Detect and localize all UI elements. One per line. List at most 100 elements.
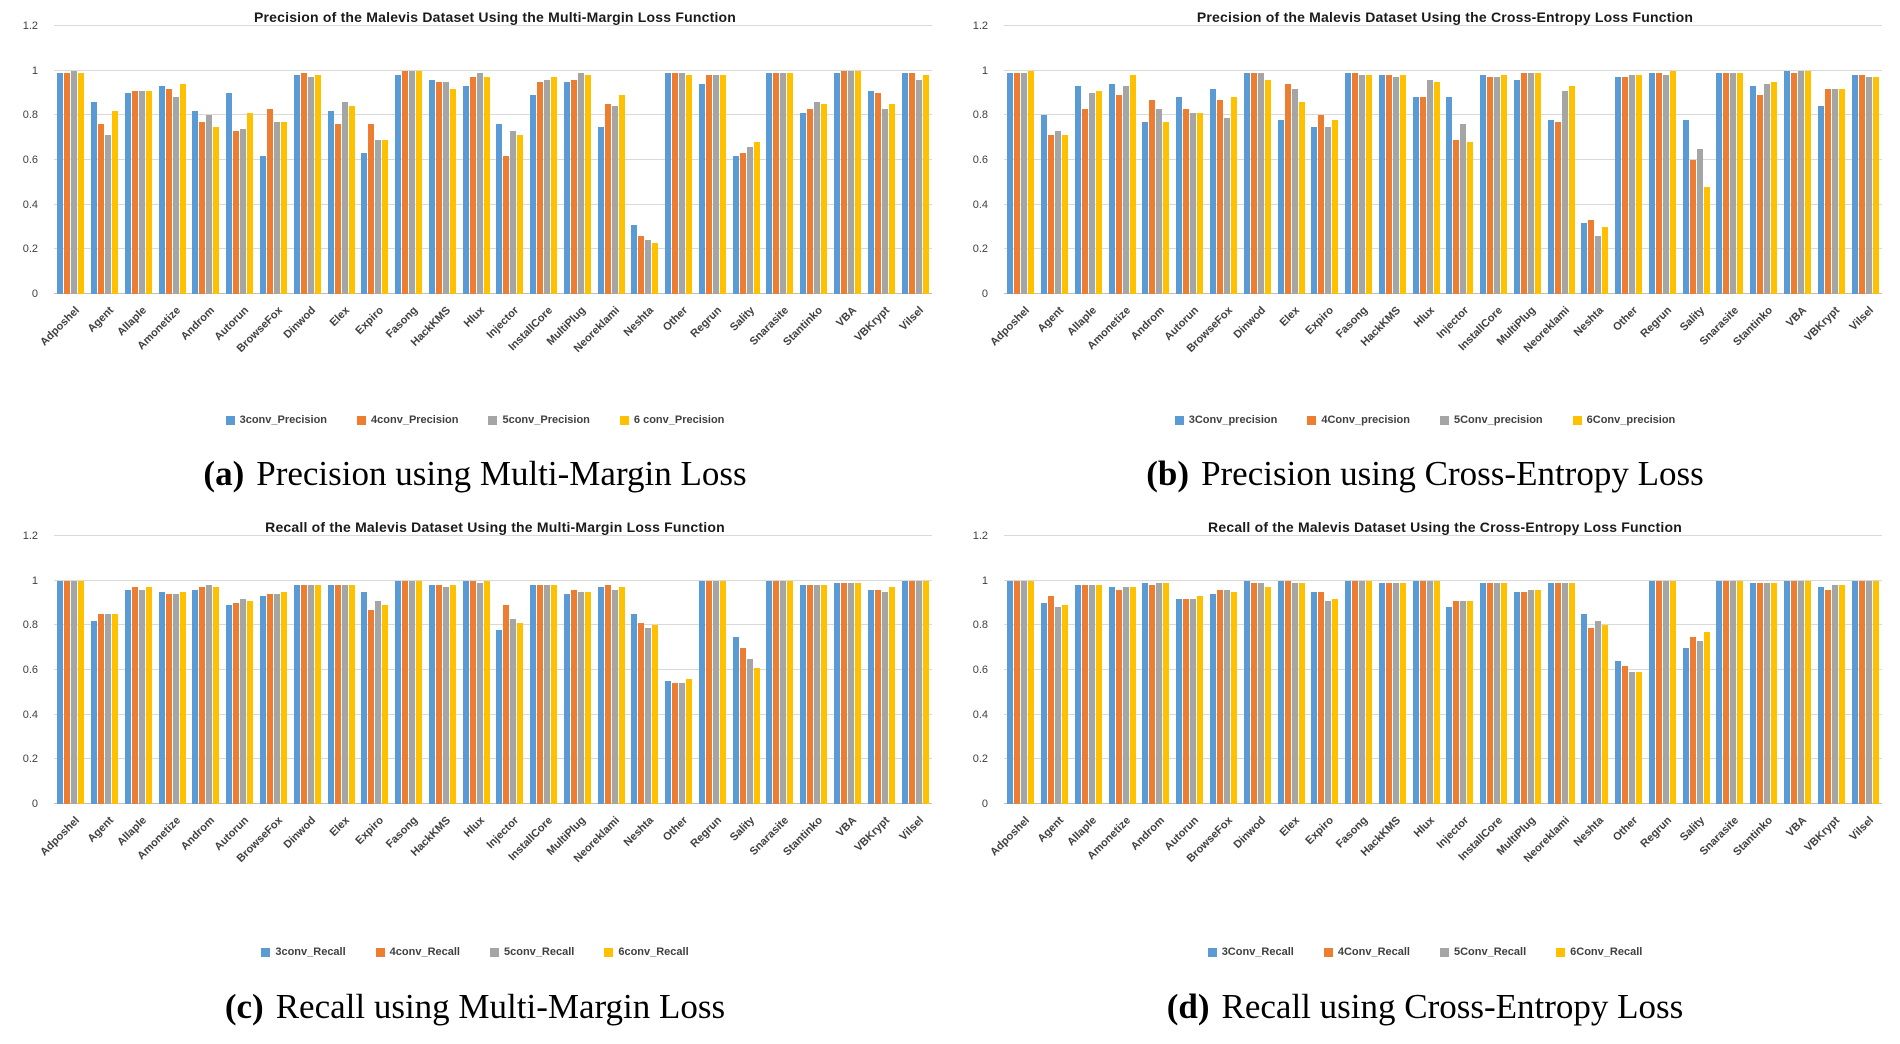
bar-5conv_precision xyxy=(138,90,145,294)
legend-label: 4conv_Precision xyxy=(371,414,459,426)
bar-group-allaple xyxy=(122,536,156,804)
bar-3conv_precision xyxy=(1176,97,1183,294)
bar-5conv_recall xyxy=(746,658,753,804)
bar-5conv_recall xyxy=(1088,585,1095,804)
bar-5conv_recall xyxy=(172,594,179,804)
bar-group-stantinko xyxy=(1747,26,1781,294)
bar-6conv_precision xyxy=(1771,81,1778,294)
y-axis-tick-label: 0.4 xyxy=(22,198,38,211)
bar-5conv_recall xyxy=(206,585,213,804)
y-axis-tick-label: 0 xyxy=(981,798,988,810)
bar-6 conv_precision xyxy=(78,72,85,294)
bar-group-fasong xyxy=(392,536,426,804)
legend-item: 3conv_Recall xyxy=(261,946,346,958)
bar-6conv_precision xyxy=(1568,86,1575,294)
bar-group-androm xyxy=(189,536,223,804)
bar-group-hlux xyxy=(459,26,493,294)
bar-6conv_recall xyxy=(1095,585,1102,804)
bar-6 conv_precision xyxy=(888,104,895,294)
bar-4conv_precision xyxy=(300,72,307,294)
bar-group-dinwod xyxy=(1240,536,1274,804)
bar-group-vba xyxy=(1781,26,1815,294)
bar-group-hackkms xyxy=(1375,536,1409,804)
caption-text: Recall using Multi-Margin Loss xyxy=(275,987,726,1026)
bar-6 conv_precision xyxy=(922,75,929,294)
bar-4conv_recall xyxy=(705,580,712,804)
bar-3conv_precision xyxy=(1412,97,1419,294)
bar-5conv_recall xyxy=(1629,672,1636,804)
bar-6conv_recall xyxy=(922,580,929,804)
gridline xyxy=(54,203,932,205)
bar-6 conv_precision xyxy=(753,142,760,294)
bar-6conv_recall xyxy=(1703,632,1710,804)
bar-3conv_recall xyxy=(1817,587,1824,804)
legend-item: 4conv_Precision xyxy=(357,414,458,426)
y-axis: 0 0.2 0.4 0.6 0.8 1 1.2 xyxy=(0,20,46,300)
y-axis-tick-label: 1.2 xyxy=(972,20,988,32)
bar-6conv_recall xyxy=(1737,580,1744,804)
bar-4conv_precision xyxy=(672,72,679,294)
bar-5conv_recall xyxy=(1359,580,1366,804)
bar-5conv_recall xyxy=(1595,620,1602,804)
bar-groups xyxy=(1004,26,1882,294)
y-axis-tick-label: 0.6 xyxy=(22,154,38,166)
y-axis-tick-label: 0.6 xyxy=(972,664,988,676)
bar-6conv_recall xyxy=(1028,580,1035,804)
bar-3conv_recall xyxy=(91,620,98,804)
y-axis: 0 0.2 0.4 0.6 0.8 1 1.2 xyxy=(950,530,996,810)
bar-5conv_recall xyxy=(780,580,787,804)
bar-4conv_precision xyxy=(739,153,746,294)
bar-group-regrun xyxy=(1646,536,1680,804)
y-axis-tick-label: 0 xyxy=(31,798,38,810)
bar-4conv_precision xyxy=(1284,84,1291,294)
bar-5conv_recall xyxy=(1122,587,1129,804)
bar-3conv_recall xyxy=(1378,582,1385,804)
bar-3conv_recall xyxy=(1243,580,1250,804)
bar-3conv_recall xyxy=(1682,647,1689,804)
gridline xyxy=(1004,248,1882,250)
bar-6conv_recall xyxy=(1163,582,1170,804)
bar-6conv_recall xyxy=(1467,600,1474,804)
gridline xyxy=(54,624,932,626)
bar-4conv_precision xyxy=(840,70,847,294)
bar-4conv_recall xyxy=(1183,598,1190,804)
bar-4conv_precision xyxy=(98,124,105,294)
bar-6conv_recall xyxy=(652,625,659,804)
bar-5conv_precision xyxy=(1730,72,1737,294)
chart-recall-cross-entropy: Recall of the Malevis Dataset Using the … xyxy=(950,510,1900,970)
bar-5conv_precision xyxy=(746,146,753,294)
bar-5conv_recall xyxy=(341,585,348,804)
bar-6conv_recall xyxy=(551,585,558,804)
y-axis-tick-label: 0 xyxy=(981,288,988,300)
bar-group-vilsel xyxy=(898,536,932,804)
bar-group-neoreklami xyxy=(594,536,628,804)
bar-group-other xyxy=(1612,26,1646,294)
bar-3conv_recall xyxy=(428,585,435,804)
x-axis-labels: Adposhel Agent Allaple Amonetize Androm Autor… xyxy=(38,297,932,385)
bar-4conv_precision xyxy=(1757,95,1764,294)
bar-4conv_precision xyxy=(1081,108,1088,294)
bar-4conv_precision xyxy=(1385,75,1392,294)
bar-5conv_recall xyxy=(1831,585,1838,804)
bar-5conv_recall xyxy=(1561,582,1568,804)
bar-4conv_recall xyxy=(368,609,375,804)
bar-group-other xyxy=(662,536,696,804)
bar-4conv_precision xyxy=(874,93,881,294)
bar-5conv_precision xyxy=(476,72,483,294)
bar-5conv_recall xyxy=(1392,582,1399,804)
gridline xyxy=(1004,579,1882,581)
bar-6conv_precision xyxy=(1804,70,1811,294)
bar-6conv_recall xyxy=(1872,580,1879,804)
bar-6conv_recall xyxy=(686,678,693,804)
bar-4conv_recall xyxy=(266,594,273,804)
bar-5conv_recall xyxy=(1426,580,1433,804)
bar-6conv_precision xyxy=(1838,88,1845,294)
bar-6 conv_precision xyxy=(821,104,828,294)
bar-group-hackkms xyxy=(425,26,459,294)
bar-4conv_recall xyxy=(1520,591,1527,804)
bar-6conv_recall xyxy=(247,600,254,804)
bar-5conv_precision xyxy=(409,70,416,294)
bar-5conv_precision xyxy=(1088,93,1095,294)
caption-d: (d) Recall using Cross-Entropy Loss xyxy=(950,970,1900,1044)
bar-group-injector xyxy=(493,536,527,804)
